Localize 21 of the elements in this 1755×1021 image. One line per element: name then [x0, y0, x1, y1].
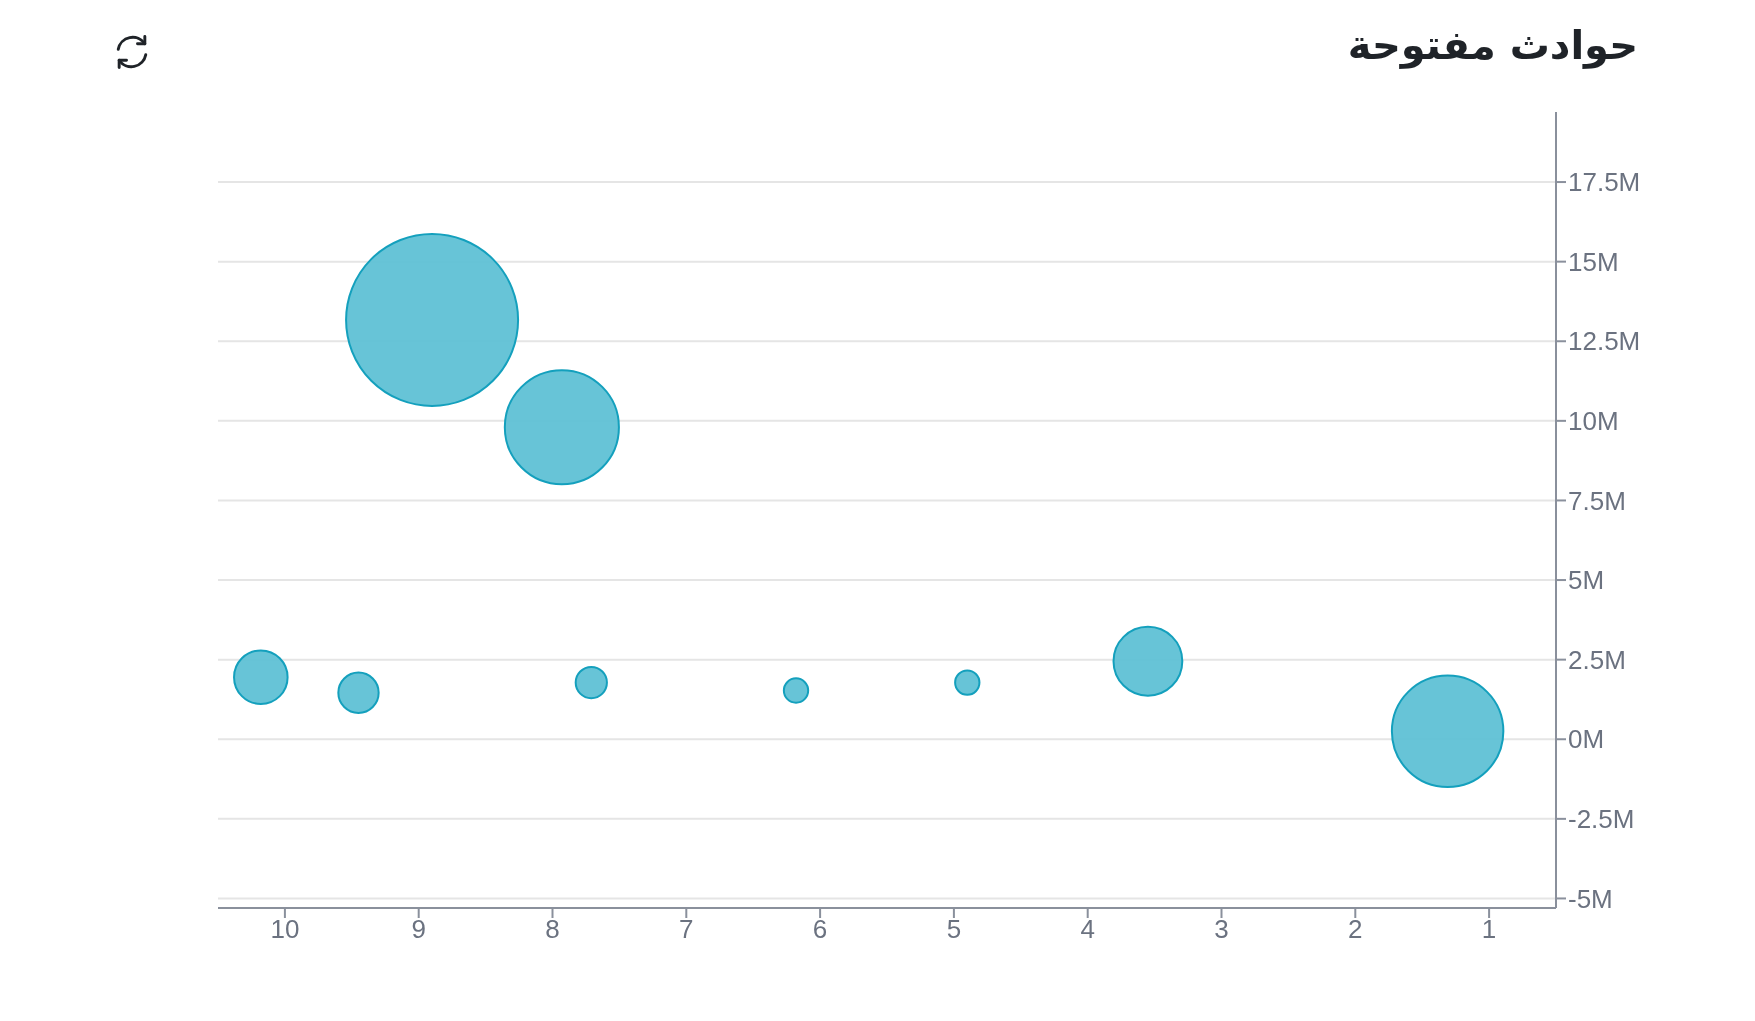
y-tick-label: -5M	[1568, 883, 1613, 914]
x-tick-label: 4	[1080, 914, 1095, 945]
chart-title: حوادث مفتوحة	[1347, 22, 1638, 68]
y-tick-label: 17.5M	[1568, 167, 1641, 198]
x-tick-label: 3	[1214, 914, 1229, 945]
x-tick-label: 1	[1481, 914, 1497, 945]
y-tick-label: 0M	[1568, 724, 1605, 755]
y-tick-label: 2.5M	[1568, 644, 1626, 675]
x-tick-label: 5	[946, 914, 962, 945]
y-tick-label: 10M	[1568, 406, 1619, 437]
x-tick-label: 9	[411, 914, 426, 945]
y-tick-label: 5M	[1568, 565, 1605, 596]
x-tick-label: 10	[270, 914, 300, 945]
x-tick-label: 8	[545, 914, 560, 945]
y-tick-label: 15M	[1568, 246, 1619, 277]
x-tick-label: 2	[1348, 914, 1363, 945]
x-tick-label: 7	[679, 914, 694, 945]
y-tick-label: -2.5M	[1568, 804, 1635, 835]
y-tick-label: 12.5M	[1568, 326, 1641, 357]
x-tick-label: 6	[812, 914, 828, 945]
y-tick-label: 7.5M	[1568, 485, 1626, 516]
